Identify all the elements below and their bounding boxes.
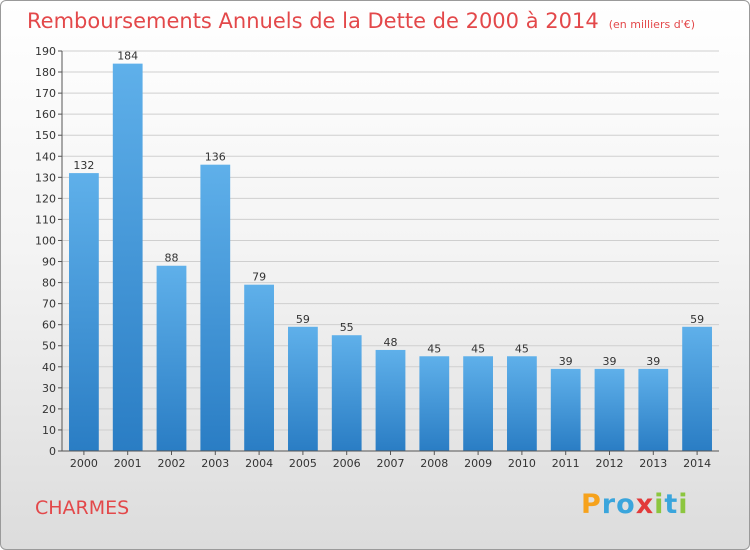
labels: 0 10 20 30 40 50 60 70 80 90 100 110 120 130 140 150 160… <box>35 45 711 470</box>
bar <box>507 356 537 451</box>
data-label: 59 <box>690 313 704 326</box>
x-tick-label: 2012 <box>596 457 624 470</box>
bar <box>244 284 274 451</box>
y-tick-label: 60 <box>42 319 56 332</box>
y-tick-label: 180 <box>35 66 56 79</box>
data-label: 39 <box>559 355 573 368</box>
y-tick-label: 0 <box>49 445 56 458</box>
x-tick-label: 2009 <box>464 457 492 470</box>
bar <box>419 356 450 451</box>
y-tick-label: 20 <box>42 403 56 416</box>
x-tick-label: 2000 <box>70 457 98 470</box>
y-tick-label: 50 <box>42 340 56 353</box>
x-tick-label: 2008 <box>420 457 448 470</box>
bar <box>375 349 406 451</box>
x-tick-label: 2006 <box>333 457 361 470</box>
x-tick-label: 2011 <box>552 457 580 470</box>
y-tick-label: 130 <box>35 171 56 184</box>
logo-letter: x <box>635 489 655 520</box>
data-label: 55 <box>340 321 354 334</box>
bar <box>638 368 669 451</box>
data-label: 184 <box>117 50 138 63</box>
y-tick-label: 170 <box>35 87 56 100</box>
y-tick-label: 100 <box>35 234 56 247</box>
logo-letter: P <box>581 489 602 520</box>
y-tick-label: 40 <box>42 361 56 374</box>
proxiti-logo: Proxiti <box>581 489 689 520</box>
bar <box>69 173 99 451</box>
data-label: 88 <box>165 252 179 265</box>
y-tick-label: 80 <box>42 277 56 290</box>
commune-name: CHARMES <box>35 497 130 519</box>
bar <box>682 326 712 451</box>
data-label: 45 <box>515 342 529 355</box>
y-tick-label: 140 <box>35 150 56 163</box>
bar <box>550 368 581 451</box>
y-tick-label: 90 <box>42 256 56 269</box>
y-tick-label: 120 <box>35 192 56 205</box>
data-label: 45 <box>471 342 485 355</box>
bar <box>112 63 143 451</box>
x-tick-label: 2007 <box>377 457 405 470</box>
x-tick-label: 2010 <box>508 457 536 470</box>
x-tick-label: 2004 <box>245 457 273 470</box>
x-tick-label: 2013 <box>639 457 667 470</box>
x-tick-label: 2014 <box>683 457 711 470</box>
x-tick-label: 2003 <box>201 457 229 470</box>
data-label: 45 <box>427 342 441 355</box>
chart-title: Remboursements Annuels de la Dette de 20… <box>27 9 695 33</box>
data-label: 136 <box>205 151 226 164</box>
logo-letter: r <box>601 489 617 520</box>
x-tick-label: 2001 <box>114 457 142 470</box>
data-label: 79 <box>252 271 266 284</box>
logo-letter: i <box>654 489 665 520</box>
y-tick-label: 70 <box>42 298 56 311</box>
x-tick-label: 2002 <box>158 457 186 470</box>
y-tick-label: 10 <box>42 424 56 437</box>
y-tick-label: 150 <box>35 129 56 142</box>
y-tick-label: 160 <box>35 108 56 121</box>
data-label: 39 <box>603 355 617 368</box>
x-tick-label: 2005 <box>289 457 317 470</box>
bar <box>463 356 493 451</box>
data-label: 59 <box>296 313 310 326</box>
logo-letter: i <box>678 489 689 520</box>
data-label: 48 <box>384 336 398 349</box>
y-tick-label: 30 <box>42 382 56 395</box>
bar <box>594 368 625 451</box>
bar <box>288 326 318 451</box>
bar <box>156 265 187 451</box>
logo-letter: o <box>616 489 636 520</box>
data-label: 132 <box>73 159 94 172</box>
bars <box>69 63 712 451</box>
y-tick-label: 110 <box>35 213 56 226</box>
logo-letter: t <box>664 489 679 520</box>
bar <box>331 335 362 451</box>
chart-subtitle: (en milliers d'€) <box>608 18 695 31</box>
axes <box>58 50 719 455</box>
y-tick-label: 190 <box>35 45 56 58</box>
bar <box>200 164 231 451</box>
data-label: 39 <box>646 355 660 368</box>
chart-title-text: Remboursements Annuels de la Dette de 20… <box>27 9 599 33</box>
